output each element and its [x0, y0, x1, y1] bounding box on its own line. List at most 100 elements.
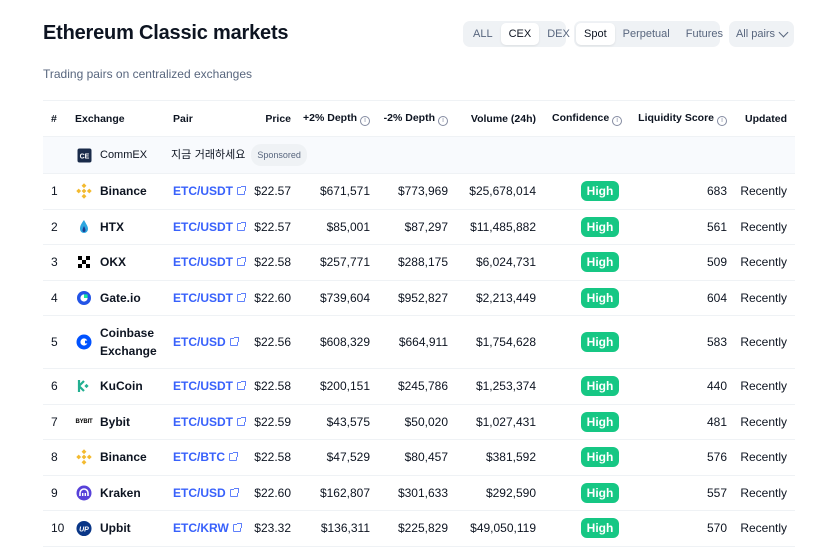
- table-row[interactable]: 6 KuCoin ETC/USDT $22.58 $200,151 $245,786 $1,…: [43, 369, 795, 405]
- plus-depth-value: $257,771: [319, 255, 370, 270]
- coinbase-logo-icon: [76, 334, 92, 350]
- table-row[interactable]: 2 HTX ETC/USDT $22.57 $85,001 $87,297 $11,485,…: [43, 210, 795, 245]
- table-row[interactable]: 3 OKX ETC/USDT $22.58 $257,771 $288,175 $6,024…: [43, 245, 795, 281]
- confidence-badge: High: [580, 181, 620, 202]
- exchange-name[interactable]: Binance: [100, 450, 147, 465]
- filter-all[interactable]: ALL: [473, 28, 493, 40]
- minus-depth-value: $87,297: [404, 219, 448, 234]
- exchange-name[interactable]: Upbit: [100, 521, 131, 536]
- filter-perpetual[interactable]: Perpetual: [622, 28, 670, 40]
- col-price[interactable]: Price: [265, 112, 291, 125]
- col-liquidity[interactable]: Liquidity Score i: [638, 112, 727, 126]
- pair-link[interactable]: ETC/USDT: [173, 219, 246, 234]
- filter-dex[interactable]: DEX: [547, 28, 570, 40]
- pair-link[interactable]: ETC/BTC: [173, 450, 238, 465]
- table-row[interactable]: 10 UP Upbit ETC/KRW $23.32 $136,311 $225,829 $4…: [43, 511, 795, 547]
- sponsored-text: 지금 거래하세요: [171, 148, 246, 162]
- info-icon[interactable]: i: [717, 115, 727, 126]
- kucoin-logo-icon: [76, 378, 92, 394]
- confidence-badge: High: [580, 482, 620, 503]
- col-plus-depth-label: +2% Depth: [303, 111, 357, 124]
- pair-link[interactable]: ETC/USD: [173, 335, 239, 349]
- col-confidence-label: Confidence: [552, 111, 610, 124]
- exchange-name[interactable]: OKX: [100, 255, 127, 270]
- col-plus-depth[interactable]: +2% Depth i: [303, 112, 370, 126]
- filter-futures[interactable]: Futures: [685, 28, 724, 40]
- confidence-cell: High: [580, 332, 620, 352]
- page-subtitle: Trading pairs on centralized exchanges: [43, 67, 253, 81]
- minus-depth-value: $664,911: [398, 335, 448, 349]
- exchange-name[interactable]: Bybit: [100, 414, 130, 429]
- table-row[interactable]: 1 Binance ETC/USDT $22.57 $671,571 $773,969 $2…: [43, 174, 795, 210]
- exchange-name[interactable]: Gate.io: [100, 290, 141, 305]
- sponsored-row[interactable]: CE CommEX 지금 거래하세요 Sponsored: [43, 137, 795, 174]
- svg-text:CE: CE: [79, 153, 89, 160]
- exchange-name[interactable]: Kraken: [100, 485, 141, 500]
- col-num[interactable]: #: [51, 112, 57, 125]
- all-pairs-dropdown[interactable]: All pairs: [729, 21, 794, 47]
- confidence-cell: High: [580, 216, 620, 237]
- sponsored-cta[interactable]: 지금 거래하세요 Sponsored: [171, 144, 307, 166]
- price-value: $22.60: [254, 485, 291, 500]
- pair-link[interactable]: ETC/USD: [173, 486, 239, 500]
- chevron-down-icon: [778, 27, 789, 37]
- exchange-name[interactable]: KuCoin: [100, 379, 143, 394]
- price-value: $23.32: [254, 521, 291, 536]
- filter-spot[interactable]: Spot: [576, 23, 615, 45]
- external-link-icon: [237, 416, 246, 426]
- external-link-icon: [237, 381, 246, 391]
- confidence-cell: High: [580, 518, 620, 539]
- col-confidence[interactable]: Confidence i: [552, 111, 623, 126]
- plus-depth-value: $43,575: [326, 414, 370, 429]
- updated-value: Recently: [740, 521, 787, 536]
- table-row[interactable]: 5 Coinbase Exchange ETC/USD $22.56 $608,329 $…: [43, 316, 795, 369]
- volume-value: $6,024,731: [475, 255, 536, 270]
- row-rank: 7: [51, 414, 58, 429]
- row-rank: 2: [51, 219, 58, 234]
- htx-logo-icon: [76, 219, 92, 235]
- external-link-icon: [237, 257, 246, 267]
- gateio-logo-icon: [76, 290, 92, 306]
- pair-link[interactable]: ETC/USDT: [173, 184, 246, 198]
- liquidity-score: 561: [706, 219, 727, 234]
- pair-label: ETC/USDT: [173, 290, 233, 305]
- all-pairs-label: All pairs: [735, 28, 776, 40]
- exchange-name[interactable]: HTX: [100, 219, 124, 234]
- table-row[interactable]: 8 Binance ETC/BTC $22.58 $47,529 $80,457 $381,…: [43, 440, 795, 476]
- confidence-cell: High: [580, 287, 620, 308]
- exchange-name[interactable]: Binance: [100, 184, 147, 199]
- table-row[interactable]: 7 BYBIT Bybit ETC/USDT $22.59 $43,575 $50,020 $…: [43, 405, 795, 440]
- pair-label: ETC/USDT: [173, 219, 233, 234]
- volume-value: $49,050,119: [470, 521, 536, 536]
- col-minus-depth[interactable]: -2% Depth i: [384, 112, 448, 126]
- pair-link[interactable]: ETC/USDT: [173, 415, 246, 429]
- pair-link[interactable]: ETC/USDT: [173, 379, 246, 393]
- table-row[interactable]: 9 Kraken ETC/USD $22.60 $162,807 $301,633 $292…: [43, 476, 795, 511]
- updated-value: Recently: [740, 219, 787, 234]
- table-row[interactable]: 4 Gate.io ETC/USDT $22.60 $739,604 $952,827 $2…: [43, 281, 795, 316]
- exchange-name[interactable]: Coinbase Exchange: [100, 326, 157, 358]
- volume-value: $1,754,628: [475, 335, 536, 349]
- col-volume[interactable]: Volume (24h): [470, 112, 536, 125]
- plus-depth-value: $608,329: [319, 335, 370, 349]
- col-exchange[interactable]: Exchange: [75, 112, 125, 125]
- info-icon[interactable]: i: [612, 115, 623, 126]
- col-updated[interactable]: Updated: [745, 112, 787, 125]
- info-icon[interactable]: i: [360, 115, 370, 126]
- plus-depth-value: $47,529: [326, 450, 370, 465]
- col-pair[interactable]: Pair: [173, 112, 193, 125]
- sponsored-exchange[interactable]: CommEX: [100, 149, 148, 161]
- pair-link[interactable]: ETC/KRW: [173, 521, 242, 535]
- pair-label: ETC/BTC: [173, 450, 225, 465]
- filter-cex[interactable]: CEX: [500, 23, 540, 45]
- pair-link[interactable]: ETC/USDT: [173, 255, 246, 269]
- kraken-logo-icon: [76, 485, 92, 501]
- liquidity-score: 576: [706, 450, 727, 465]
- liquidity-score: 509: [706, 255, 727, 270]
- markets-table: # Exchange Pair Price +2% Depth i -2% Dep…: [43, 100, 795, 547]
- row-rank: 5: [51, 335, 58, 349]
- info-icon[interactable]: i: [438, 115, 448, 126]
- pair-link[interactable]: ETC/USDT: [173, 290, 246, 305]
- external-link-icon: [229, 452, 238, 462]
- liquidity-score: 583: [706, 335, 727, 349]
